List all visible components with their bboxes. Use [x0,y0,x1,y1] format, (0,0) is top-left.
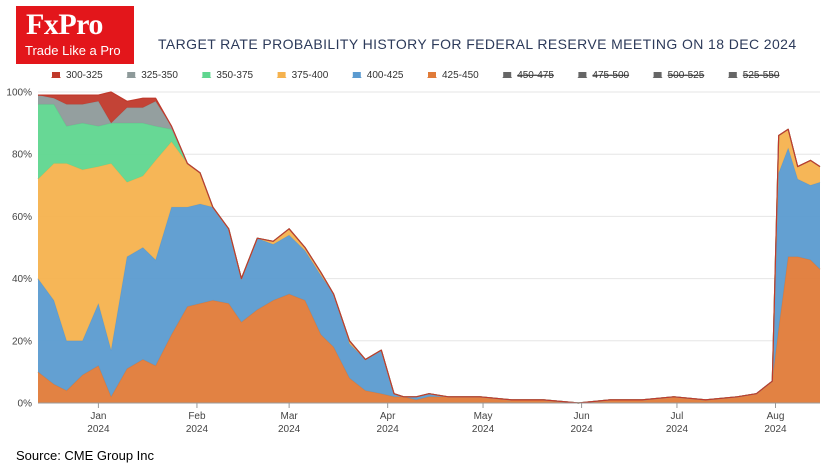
legend-marker [201,73,212,78]
legend-item-350-375[interactable]: 350-375 [201,70,254,81]
area-400-425 [38,148,820,403]
legend-item-425-450[interactable]: 425-450 [427,70,479,81]
x-tick-month: Feb [188,411,206,422]
legend-marker [427,73,437,78]
logo-name: FxPro [26,8,103,41]
legend-marker [351,73,362,78]
legend-marker [276,73,287,78]
x-tick-month: Jun [574,411,590,422]
x-tick-year: 2024 [764,424,787,435]
y-tick-label: 100% [6,88,32,99]
source-note: Source: CME Group Inc [16,448,154,463]
y-tick-label: 80% [12,150,32,161]
legend-marker [727,73,738,78]
legend-label: 525-550 [743,70,780,81]
legend-label: 500-525 [668,70,705,81]
line-300-325 [38,91,821,404]
probability-chart: 300-325 325-350 350-375 375-400 400-425 425-4… [6,70,821,435]
legend-label: 450-475 [517,70,554,81]
area-350-375 [38,104,820,404]
legend-marker [577,73,588,78]
legend-label: 300-325 [66,70,103,81]
legend-label: 375-400 [292,70,329,81]
y-tick-label: 0% [18,399,33,410]
x-tick-year: 2024 [278,424,301,435]
legend-item-300-325[interactable]: 300-325 [51,70,103,81]
chart-areas [37,91,821,404]
legend-marker [126,73,137,78]
chart-axes: 0% 20% 40% 60% 80% 100% Jan 2024 Feb 2024 Mar 2024 A… [6,88,820,435]
x-tick-month: Jul [671,411,684,422]
legend-label: 400-425 [367,70,404,81]
legend-marker [502,73,513,78]
y-tick-label: 20% [12,336,32,347]
y-tick-label: 60% [12,212,32,223]
legend-item-375-400[interactable]: 375-400 [276,70,329,81]
legend-item-325-350[interactable]: 325-350 [126,70,178,81]
x-tick-year: 2024 [472,424,495,435]
legend-item-450-475[interactable]: 450-475 [502,70,554,81]
legend-label: 425-450 [442,70,479,81]
x-tick-year: 2024 [87,424,110,435]
x-tick-year: 2024 [377,424,400,435]
legend-label: 350-375 [216,70,253,81]
legend-item-500-525[interactable]: 500-525 [652,70,705,81]
x-tick-month: May [474,411,493,422]
legend-item-400-425[interactable]: 400-425 [351,70,404,81]
logo-tagline: Trade Like a Pro [25,43,121,58]
x-tick-year: 2024 [186,424,209,435]
legend-label: 475-500 [592,70,629,81]
x-tick-year: 2024 [570,424,593,435]
legend-item-475-500[interactable]: 475-500 [577,70,630,81]
x-tick-month: Jan [90,411,106,422]
fxpro-logo: FxPro Trade Like a Pro [16,6,134,64]
legend-label: 325-350 [141,70,178,81]
x-tick-month: Aug [767,411,785,422]
area-425-450 [38,256,820,403]
x-tick-month: Mar [281,411,299,422]
y-tick-label: 40% [12,274,32,285]
chart-title: TARGET RATE PROBABILITY HISTORY FOR FEDE… [158,36,797,52]
legend-marker [51,73,61,78]
x-tick-month: Apr [380,411,396,422]
chart-legend[interactable]: 300-325 325-350 350-375 375-400 400-425 425-4… [51,70,780,81]
x-tick-year: 2024 [666,424,689,435]
legend-item-525-550[interactable]: 525-550 [727,70,780,81]
legend-marker [652,73,663,78]
